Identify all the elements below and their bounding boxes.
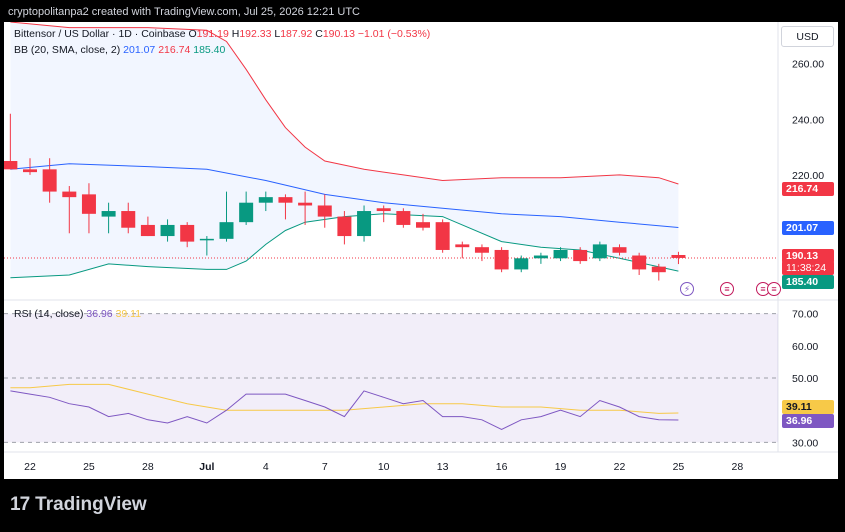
- price-tick-label: 220.00: [792, 170, 824, 182]
- candle-body: [317, 205, 332, 217]
- rsi-value: 36.96: [86, 308, 113, 320]
- bb-upper-line: [10, 22, 679, 185]
- candle-body: [514, 258, 529, 270]
- candle-body: [160, 224, 175, 237]
- candle-body: [612, 247, 627, 253]
- candle-body: [435, 222, 450, 250]
- bb-legend: BB (20, SMA, close, 2) 201.07 216.74 185…: [14, 44, 225, 56]
- high-value: 192.33: [239, 28, 272, 40]
- time-tick-label: 10: [378, 461, 390, 473]
- price-tick-label: 240.00: [792, 114, 824, 126]
- time-tick-label: 19: [555, 461, 567, 473]
- candle-body: [219, 222, 234, 239]
- rsi-tick-label: 50.00: [792, 373, 818, 385]
- time-tick-label: 25: [83, 461, 95, 473]
- candle-body: [455, 244, 470, 248]
- bb-lower-badge: 185.40: [782, 275, 834, 289]
- candle-body: [62, 191, 77, 198]
- candle-body: [4, 161, 18, 170]
- rsi-badge: 36.96: [782, 414, 834, 428]
- time-tick-label: 28: [142, 461, 154, 473]
- bb-legend-label: BB (20, SMA, close, 2): [14, 44, 121, 56]
- time-tick-label: Jul: [199, 461, 214, 473]
- bb-lower-line: [10, 213, 679, 279]
- price-tick-label: 260.00: [792, 59, 824, 71]
- time-tick-label: 22: [24, 461, 36, 473]
- low-label: L: [274, 28, 281, 40]
- countdown-badge: 11:38:24: [782, 261, 834, 275]
- time-tick-label: 13: [437, 461, 449, 473]
- change-value: −1.01 (−0.53%): [357, 28, 431, 40]
- tradingview-brand: TradingView: [35, 494, 147, 515]
- bb-upper-badge: 216.74: [782, 182, 834, 196]
- time-tick-label: 16: [496, 461, 508, 473]
- candle-body: [42, 169, 57, 192]
- low-value: 187.92: [280, 28, 313, 40]
- price-badge: 190.13: [782, 249, 834, 263]
- candle-body: [671, 254, 686, 258]
- time-tick-label: 25: [673, 461, 685, 473]
- candle-body: [474, 247, 489, 253]
- candle-body: [533, 255, 548, 259]
- time-tick-label: 28: [732, 461, 744, 473]
- time-tick-label: 7: [322, 461, 328, 473]
- open-label: O: [188, 28, 197, 40]
- time-tick-label: 4: [263, 461, 269, 473]
- candle-body: [121, 211, 136, 228]
- rsi-tick-label: 70.00: [792, 309, 818, 321]
- candle-body: [180, 224, 195, 242]
- bb-upper-value: 216.74: [158, 44, 191, 56]
- rsi-ma-badge: 39.11: [782, 400, 834, 414]
- close-value: 190.13: [322, 28, 355, 40]
- candle-body: [376, 208, 391, 212]
- price-and-rsi-chart[interactable]: 260.00 240.00 220.00 70.00 60.00 50.00 30.00 22…: [4, 22, 838, 479]
- rsi-tick-label: 30.00: [792, 437, 818, 449]
- bb-basis-value: 201.07: [123, 44, 156, 56]
- candle-body: [416, 222, 430, 228]
- candle-body: [140, 224, 155, 237]
- candle-body: [81, 194, 96, 214]
- candle-body: [553, 249, 568, 259]
- candle-body: [573, 249, 588, 262]
- candle-body: [239, 202, 254, 223]
- bb-lower-value: 185.40: [193, 44, 226, 56]
- high-label: H: [231, 28, 240, 40]
- rsi-ma-line: [10, 383, 679, 414]
- tradingview-footer: 17 TradingView: [10, 494, 147, 516]
- us-flag-icon[interactable]: ≡: [720, 282, 734, 296]
- rsi-tick-label: 60.00: [792, 341, 818, 353]
- time-tick-label: 22: [614, 461, 626, 473]
- bb-basis-badge: 201.07: [782, 221, 834, 235]
- lightning-icon[interactable]: ⚡: [680, 282, 694, 296]
- symbol-legend: Bittensor / US Dollar · 1D · Coinbase O1…: [14, 28, 430, 40]
- rsi-line: [10, 390, 679, 431]
- candle-body: [357, 211, 372, 237]
- candle-body: [199, 238, 214, 241]
- rsi-legend: RSI (14, close) 36.96 39.11: [14, 308, 141, 320]
- candle-body: [278, 197, 293, 203]
- currency-selector[interactable]: USD: [781, 26, 834, 47]
- candle-body: [494, 249, 509, 270]
- candle-body: [632, 255, 647, 270]
- chart-credit: cryptopolitanpa2 created with TradingVie…: [8, 6, 360, 18]
- rsi-ma-value: 39.11: [115, 308, 142, 320]
- candle-body: [592, 244, 607, 259]
- chart-panel[interactable]: 260.00 240.00 220.00 70.00 60.00 50.00 30.00 22…: [4, 22, 838, 479]
- candle-body: [337, 216, 352, 237]
- candle-body: [396, 211, 411, 225]
- candle-body: [101, 211, 116, 217]
- candle-body: [23, 169, 37, 173]
- bb-basis-line: [10, 163, 679, 228]
- open-value: 191.19: [196, 28, 229, 40]
- candle-body: [258, 197, 273, 203]
- rsi-legend-label: RSI (14, close): [14, 308, 84, 320]
- close-label: C: [315, 28, 323, 40]
- candle-body: [651, 266, 666, 273]
- tradingview-logo-icon: 17: [10, 494, 30, 515]
- symbol-title: Bittensor / US Dollar · 1D · Coinbase: [14, 28, 186, 40]
- us-flag-icon[interactable]: ≡: [767, 282, 781, 296]
- candle-body: [298, 202, 313, 206]
